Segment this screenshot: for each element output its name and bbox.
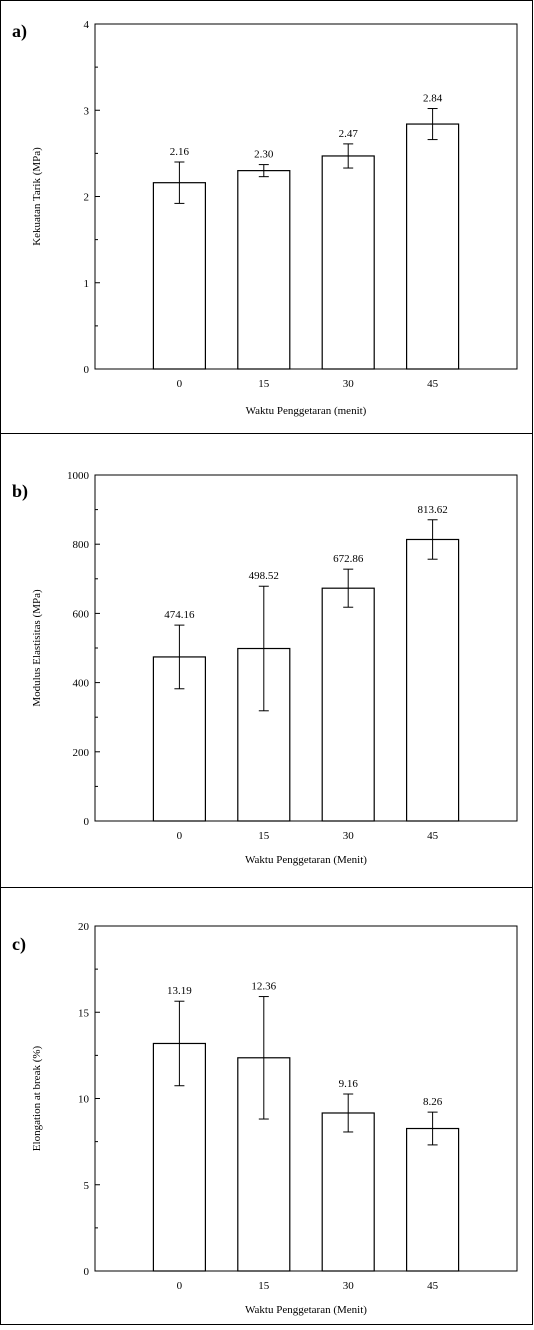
y-tick-label: 1000 <box>67 470 90 482</box>
data-label: 2.30 <box>254 149 274 161</box>
bar <box>406 538 460 822</box>
y-tick-label: 0 <box>84 364 90 376</box>
y-tick-label: 15 <box>78 1007 90 1019</box>
x-tick-label: 30 <box>343 830 355 842</box>
chart-panel-2: b) 0 200 400 600 800 1000 0 15 30 45 474.16 498.52 67… <box>12 470 518 866</box>
data-label: 813.62 <box>417 504 447 516</box>
data-label: 2.16 <box>170 146 190 158</box>
y-tick-label: 20 <box>78 921 90 933</box>
y-tick-label: 200 <box>73 747 90 759</box>
y-tick-label: 10 <box>78 1094 90 1106</box>
y-tick-label: 5 <box>84 1180 90 1192</box>
data-label: 8.26 <box>423 1096 443 1108</box>
data-label: 2.47 <box>339 128 359 140</box>
x-axis-label: Waktu Penggetaran (menit) <box>246 405 367 417</box>
data-label: 12.36 <box>251 981 276 993</box>
chart-panel-1: a) 0 1 2 3 4 0 15 30 45 2.16 2.30 2.47 2.84 Waktu Peng… <box>12 19 518 417</box>
data-label: 498.52 <box>249 570 279 582</box>
x-tick-label: 30 <box>343 378 355 390</box>
panel-frame-a <box>0 0 533 434</box>
panel-label: c) <box>12 934 26 955</box>
y-tick-label: 0 <box>84 1266 90 1278</box>
x-tick-label: 45 <box>427 830 439 842</box>
y-axis-label: Modulus Elastisitas (MPa) <box>31 589 43 707</box>
panel-frame-b <box>0 433 533 888</box>
y-tick-label: 2 <box>84 192 90 204</box>
data-label: 474.16 <box>164 609 195 621</box>
data-label: 13.19 <box>167 985 192 997</box>
bar <box>406 123 460 370</box>
y-tick-label: 4 <box>84 19 90 31</box>
x-tick-label: 0 <box>177 378 183 390</box>
data-label: 2.84 <box>423 93 443 105</box>
y-tick-label: 3 <box>84 105 90 117</box>
x-tick-label: 0 <box>177 830 183 842</box>
x-tick-label: 45 <box>427 378 439 390</box>
panel-label: a) <box>12 21 27 42</box>
y-tick-label: 800 <box>73 539 90 551</box>
bar <box>321 1112 375 1272</box>
y-tick-label: 0 <box>84 816 90 828</box>
y-tick-label: 1 <box>84 278 90 290</box>
y-tick-label: 600 <box>73 608 90 620</box>
bar <box>237 170 291 370</box>
bar <box>321 587 375 822</box>
x-tick-label: 15 <box>258 830 270 842</box>
data-label: 672.86 <box>333 553 364 565</box>
y-tick-label: 400 <box>73 678 90 690</box>
panel-label: b) <box>12 481 28 502</box>
y-axis-label: Elongation at break (%) <box>31 1045 43 1151</box>
chart-panel-3: c) 0 5 10 15 20 0 15 30 45 13.19 12.36 9.16 8.26 Waktu… <box>12 921 518 1316</box>
x-tick-label: 0 <box>177 1280 183 1292</box>
x-tick-label: 15 <box>258 378 270 390</box>
x-tick-label: 45 <box>427 1280 439 1292</box>
panel-frame-c <box>0 887 533 1325</box>
x-tick-label: 30 <box>343 1280 355 1292</box>
y-axis-label: Kekuatan Tarik (MPa) <box>31 147 43 246</box>
data-label: 9.16 <box>339 1078 359 1090</box>
x-tick-label: 15 <box>258 1280 270 1292</box>
x-axis-label: Waktu Penggetaran (Menit) <box>245 1304 367 1316</box>
x-axis-label: Waktu Penggetaran (Menit) <box>245 854 367 866</box>
